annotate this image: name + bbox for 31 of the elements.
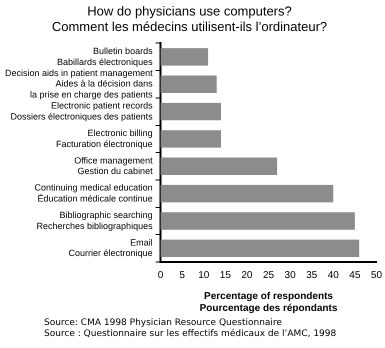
source-note: Source : Questionnaire sur les effectifs médicaux de l’AMC, 1998 bbox=[44, 329, 336, 340]
x-tick-label: 0 bbox=[158, 270, 164, 281]
y-tick-label: Office management Gestion du cabinet bbox=[74, 155, 154, 176]
source-note: Source: CMA 1998 Physician Resource Questionnaire bbox=[44, 318, 283, 328]
bar bbox=[160, 130, 222, 148]
x-tick-label: 45 bbox=[349, 270, 361, 281]
x-tick-label: 20 bbox=[241, 270, 253, 281]
bar bbox=[160, 76, 217, 93]
y-tick-label: Continuing medical education Éducation médicale continue bbox=[34, 182, 153, 204]
x-tick-label: 40 bbox=[328, 270, 340, 281]
bar bbox=[160, 212, 355, 230]
bar bbox=[160, 48, 208, 66]
x-tick-label: 15 bbox=[220, 270, 232, 281]
x-tick-label: 50 bbox=[370, 270, 382, 281]
x-axis-title: Percentage of respondents Pourcentage des répondants bbox=[200, 290, 338, 314]
chart-title: How do physicians use computers? Comment les médecins utilisent-ils l’ordinateur? bbox=[52, 3, 328, 34]
x-tick-label: 30 bbox=[284, 270, 296, 281]
y-tick-label: Electronic billing Facturation électronique bbox=[56, 128, 153, 149]
bar bbox=[160, 158, 278, 175]
x-tick-label: 35 bbox=[306, 270, 318, 281]
y-tick-label: Email Courrier électronique bbox=[68, 237, 153, 258]
y-tick-label: Electronic patient records Dossiers électroniques des patients bbox=[10, 100, 154, 122]
x-tick-label: 5 bbox=[179, 270, 186, 281]
y-tick-label: Decision aids in patient management Aides à la décision dans la prise en charge des patients bbox=[4, 68, 154, 100]
y-tick-label: Bulletin boards Babillards électroniques bbox=[57, 46, 154, 67]
bar bbox=[160, 240, 360, 258]
x-tick-label: 10 bbox=[198, 270, 210, 281]
y-tick-label: Bibliographic searching Recherches bibliographiques bbox=[36, 210, 154, 231]
bar bbox=[160, 102, 222, 120]
bar bbox=[160, 184, 334, 202]
x-tick-label: 25 bbox=[262, 270, 275, 281]
